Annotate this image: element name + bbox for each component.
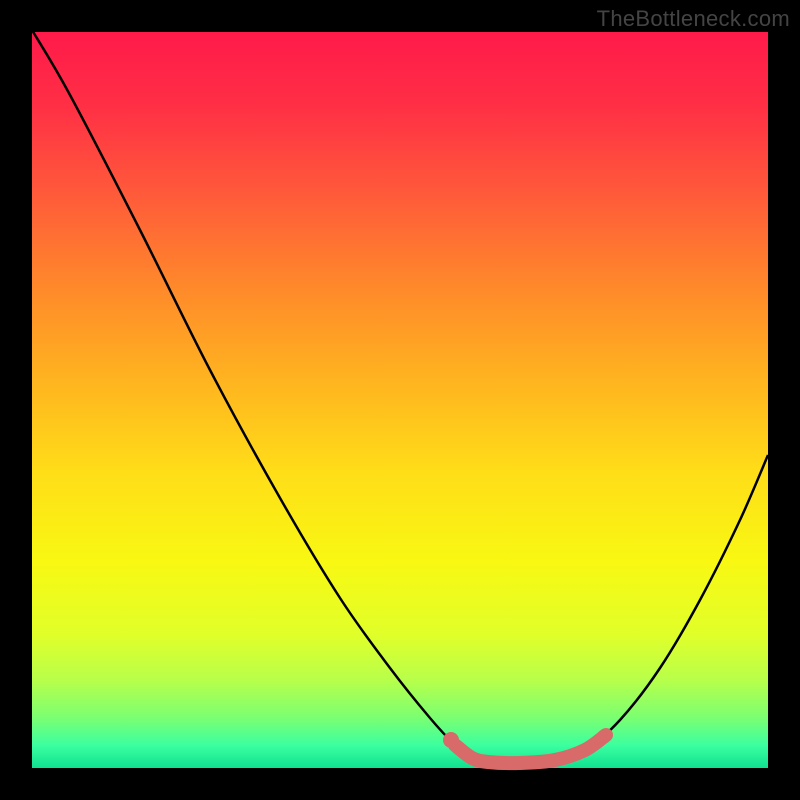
optimal-range-dot <box>443 732 459 748</box>
bottleneck-chart <box>0 0 800 800</box>
chart-container: { "watermark": { "text": "TheBottleneck.… <box>0 0 800 800</box>
gradient-background <box>32 32 768 768</box>
watermark-text: TheBottleneck.com <box>597 6 790 32</box>
